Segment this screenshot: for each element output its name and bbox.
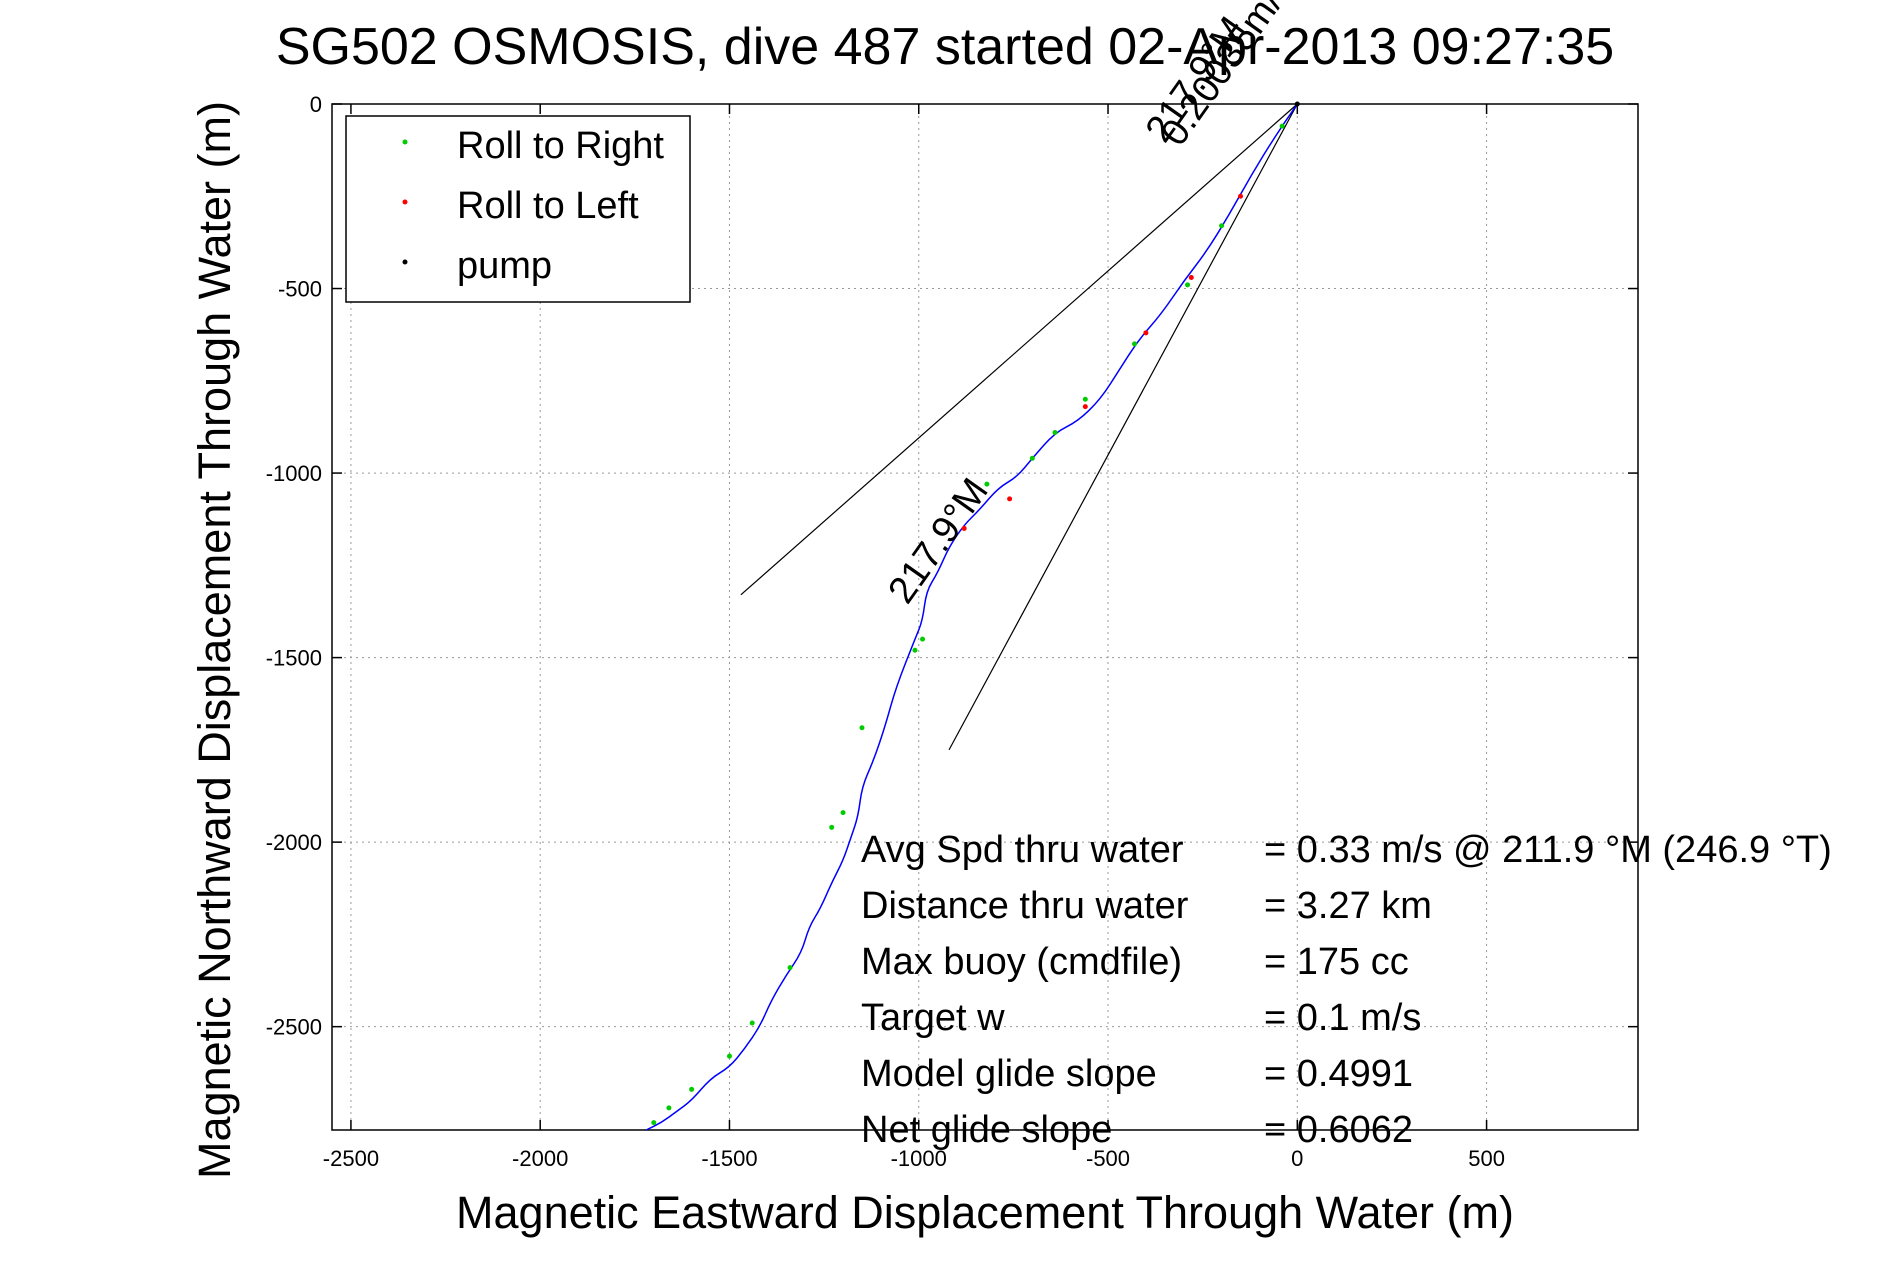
- legend-marker: [402, 199, 408, 205]
- roll-right-marker: [1219, 223, 1225, 229]
- roll-right-marker: [1279, 123, 1285, 129]
- legend-marker: [402, 139, 408, 145]
- y-tick-label: -2500: [266, 1015, 322, 1040]
- legend: Roll to Right Roll to Left pump: [345, 115, 691, 303]
- annotation-value: = 0.6062: [1264, 1109, 1413, 1151]
- roll-right-marker: [1029, 455, 1035, 461]
- cone-line: [948, 103, 1298, 751]
- y-tick-label: -500: [278, 277, 322, 302]
- legend-marker: [402, 259, 408, 265]
- roll-left-marker: [1143, 330, 1149, 336]
- x-tick-label: -1000: [891, 1146, 947, 1171]
- roll-right-marker: [984, 481, 990, 487]
- annotation-value: = 3.27 km: [1264, 885, 1432, 927]
- y-axis-label: Magnetic Northward Displacement Through …: [189, 101, 240, 1179]
- legend-label: Roll to Right: [457, 125, 664, 167]
- stats-annotations: Avg Spd thru water = 0.33 m/s @ 211.9 °M …: [861, 829, 1832, 1151]
- pump-marker: [1294, 101, 1300, 107]
- x-tick-label: -1500: [701, 1146, 757, 1171]
- annotation-value: = 0.1 m/s: [1264, 997, 1421, 1039]
- diagonal-label: 217.9°M: [880, 471, 996, 611]
- plot-area-frame: [331, 103, 1639, 1131]
- diagonal-labels: 217.9°M0.20035m/s for2.7517hr = 1.9847km…: [880, 0, 1541, 611]
- roll-right-marker: [1082, 396, 1088, 402]
- cone-line: [740, 103, 1298, 596]
- annotation-label: Model glide slope: [861, 1053, 1157, 1095]
- annotation-value: = 0.4991: [1264, 1053, 1413, 1095]
- axis-ticks: -2500 -2000 -1500 -1000 -500 0 500 0 -500 -1000 -1…: [266, 92, 1638, 1171]
- roll-right-marker: [840, 810, 846, 816]
- x-tick-label: -2500: [323, 1146, 379, 1171]
- annotation-label: Net glide slope: [861, 1109, 1112, 1151]
- roll-right-marker: [666, 1105, 672, 1111]
- x-tick-label: -2000: [512, 1146, 568, 1171]
- roll-markers: [651, 101, 1300, 1126]
- x-tick-label: 500: [1468, 1146, 1505, 1171]
- roll-right-marker: [912, 647, 918, 653]
- roll-right-marker: [651, 1120, 657, 1126]
- roll-left-marker: [1238, 193, 1244, 199]
- annotation-label: Avg Spd thru water: [861, 829, 1184, 871]
- roll-left-marker: [1188, 274, 1194, 280]
- roll-right-marker: [689, 1086, 695, 1092]
- roll-right-marker: [920, 636, 926, 642]
- annotation-value: = 0.33 m/s @ 211.9 °M (246.9 °T): [1264, 829, 1832, 871]
- roll-right-marker: [749, 1020, 755, 1026]
- y-tick-label: -1000: [266, 461, 322, 486]
- y-tick-label: -2000: [266, 830, 322, 855]
- roll-right-marker: [859, 725, 865, 731]
- roll-right-marker: [787, 965, 793, 971]
- roll-right-marker: [1185, 282, 1191, 288]
- annotation-label: Distance thru water: [861, 885, 1189, 927]
- roll-left-marker: [961, 525, 967, 531]
- x-tick-label: 0: [1291, 1146, 1303, 1171]
- legend-label: pump: [457, 245, 552, 287]
- trajectory-series: [645, 103, 1298, 1131]
- roll-right-marker: [1132, 341, 1138, 347]
- legend-label: Roll to Left: [457, 185, 639, 227]
- roll-left-marker: [1082, 404, 1088, 410]
- annotation-label: Target w: [861, 997, 1005, 1039]
- annotation-value: = 175 cc: [1264, 941, 1409, 983]
- chart-title: SG502 OSMOSIS, dive 487 started 02-Apr-2…: [276, 18, 1614, 76]
- roll-left-marker: [1007, 496, 1013, 502]
- legend-box: [345, 115, 691, 303]
- roll-right-marker: [829, 824, 835, 830]
- roll-right-marker: [1052, 429, 1058, 435]
- heading-cone-lines: [740, 103, 1298, 751]
- x-tick-label: -500: [1086, 1146, 1130, 1171]
- annotation-label: Max buoy (cmdfile): [861, 941, 1182, 983]
- x-axis-label: Magnetic Eastward Displacement Through W…: [456, 1187, 1514, 1238]
- y-tick-label: -1500: [266, 646, 322, 671]
- roll-right-marker: [726, 1053, 732, 1059]
- trajectory-line: [645, 103, 1298, 1131]
- y-tick-label: 0: [310, 92, 322, 117]
